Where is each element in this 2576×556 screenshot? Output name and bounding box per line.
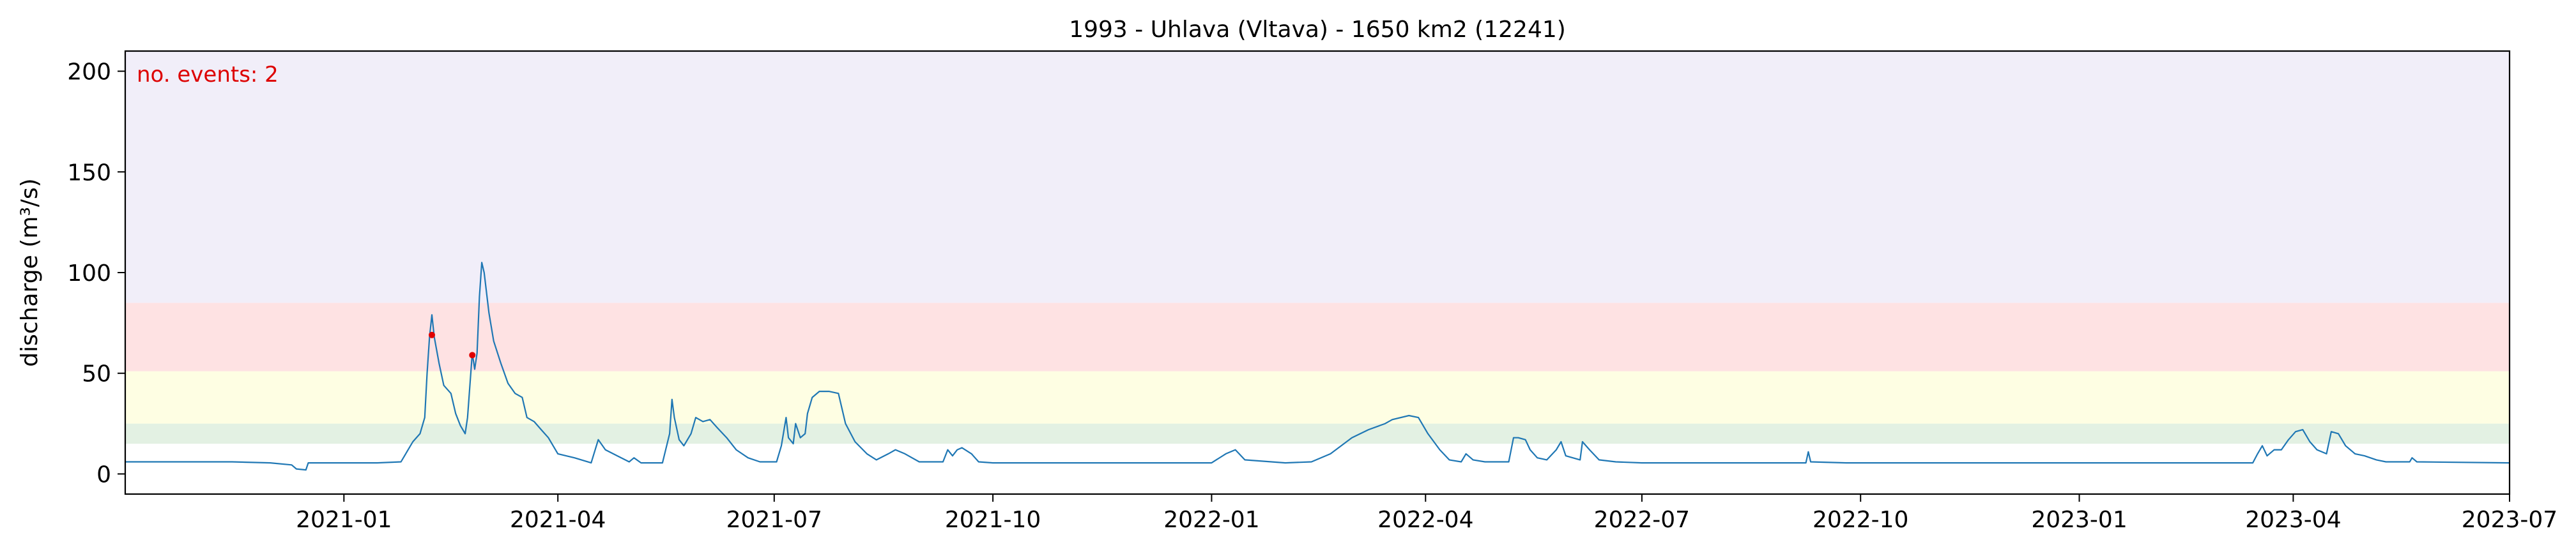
x-tick-label: 2021-07 <box>726 507 822 533</box>
threshold-band-3 <box>125 51 2510 303</box>
y-axis-label: discharge (m³/s) <box>17 178 43 366</box>
event-marker-1 <box>428 331 435 338</box>
y-tick-label: 100 <box>67 260 111 287</box>
y-tick-label: 200 <box>67 59 111 86</box>
y-tick-label: 0 <box>96 462 111 488</box>
y-tick-label: 50 <box>82 361 111 387</box>
chart-title: 1993 - Uhlava (Vltava) - 1650 km2 (12241… <box>1069 17 1566 43</box>
threshold-band-0 <box>125 423 2510 444</box>
threshold-band-1 <box>125 371 2510 424</box>
x-tick-label: 2021-01 <box>296 507 392 533</box>
x-tick-label: 2023-04 <box>2245 507 2341 533</box>
x-tick-label: 2022-04 <box>1377 507 1473 533</box>
x-tick-label: 2021-04 <box>510 507 606 533</box>
threshold-bands <box>125 51 2510 444</box>
x-tick-label: 2022-01 <box>1163 507 1259 533</box>
y-tick-label: 150 <box>67 160 111 186</box>
x-tick-label: 2022-07 <box>1594 507 1690 533</box>
x-tick-label: 2023-01 <box>2031 507 2127 533</box>
threshold-band-2 <box>125 303 2510 372</box>
x-tick-label: 2022-10 <box>1813 507 1908 533</box>
event-markers <box>428 331 476 359</box>
x-tick-label: 2023-07 <box>2462 507 2557 533</box>
event-marker-2 <box>469 352 476 359</box>
x-axis: 2021-01 2021-04 2021-07 2021-10 2022-01 2022-… <box>296 494 2557 533</box>
series-layer <box>125 262 2510 471</box>
discharge-series-line <box>125 262 2510 471</box>
y-axis: 0 50 100 150 200 <box>67 59 125 488</box>
events-count-annotation: no. events: 2 <box>137 62 279 87</box>
x-tick-label: 2021-10 <box>945 507 1041 533</box>
